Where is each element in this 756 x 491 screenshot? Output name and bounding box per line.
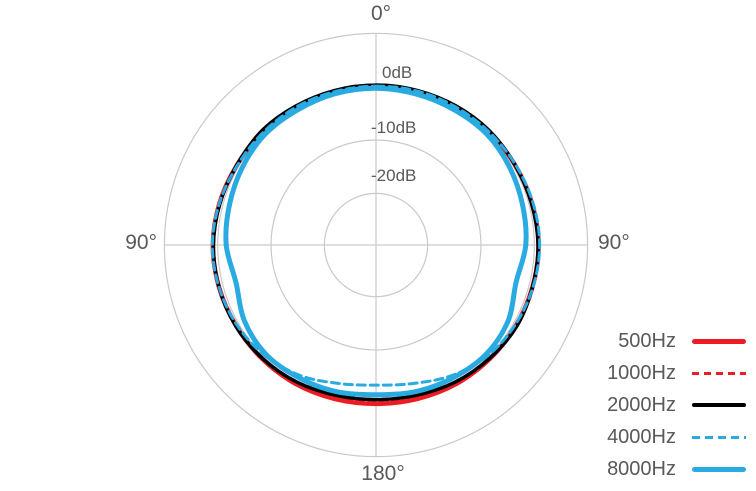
legend-line-swatch-solid <box>692 403 746 408</box>
radial-tick-0db: 0dB <box>382 63 413 82</box>
legend-item-1000hz: 1000Hz <box>598 357 746 389</box>
legend-line-swatch-dashed <box>692 371 746 375</box>
legend-label: 2000Hz <box>607 393 676 416</box>
angle-label-180: 180° <box>361 462 405 485</box>
legend-item-2000hz: 2000Hz <box>598 389 746 421</box>
series-curve-4000hz <box>210 84 542 387</box>
legend-label: 1000Hz <box>607 361 676 384</box>
angle-label-90-left: 90° <box>125 231 157 254</box>
legend-item-4000hz: 4000Hz <box>598 422 746 454</box>
radial-tick-minus10db: -10dB <box>371 118 417 137</box>
legend-item-8000hz: 8000Hz <box>598 454 746 486</box>
legend-line-swatch-solid <box>692 338 746 344</box>
legend-line-swatch-dashed <box>692 436 746 440</box>
radial-tick-minus20db: -20dB <box>371 166 417 185</box>
legend-line-swatch-solid <box>692 467 746 473</box>
angle-label-90-right: 90° <box>598 231 630 254</box>
angle-label-0: 0° <box>370 2 392 25</box>
chart-legend: 500Hz 1000Hz 2000Hz 4000Hz 8000Hz <box>598 325 746 486</box>
series-curve-8000hz <box>223 85 529 398</box>
legend-label: 8000Hz <box>607 458 676 481</box>
legend-label: 4000Hz <box>607 426 676 449</box>
legend-label: 500Hz <box>618 329 676 352</box>
legend-item-500hz: 500Hz <box>598 325 746 357</box>
